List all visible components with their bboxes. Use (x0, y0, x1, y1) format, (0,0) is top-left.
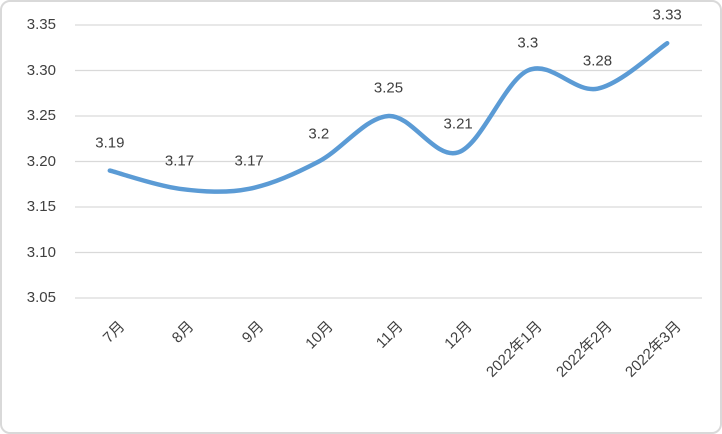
data-label: 3.2 (308, 125, 330, 142)
series-line[interactable] (107, 40, 670, 194)
y-axis-tick-label: 3.05 (26, 289, 56, 306)
data-label: 3.3 (517, 34, 539, 51)
y-axis-tick-label: 3.30 (26, 61, 56, 79)
data-label: 3.33 (652, 6, 682, 24)
data-label: 3.17 (164, 152, 195, 170)
data-label: 3.25 (373, 79, 404, 97)
data-label: 3.28 (582, 52, 613, 70)
y-axis-tick-label: 3.25 (26, 107, 56, 124)
y-axis-tick-label: 3.20 (26, 152, 56, 170)
y-axis-tick-label: 3.15 (26, 198, 56, 215)
data-label: 3.21 (443, 115, 473, 133)
y-axis-tick-label: 3.10 (26, 243, 56, 261)
data-label: 3.19 (95, 134, 125, 152)
y-axis-tick-label: 3.35 (26, 16, 56, 33)
data-label: 3.17 (234, 152, 264, 170)
